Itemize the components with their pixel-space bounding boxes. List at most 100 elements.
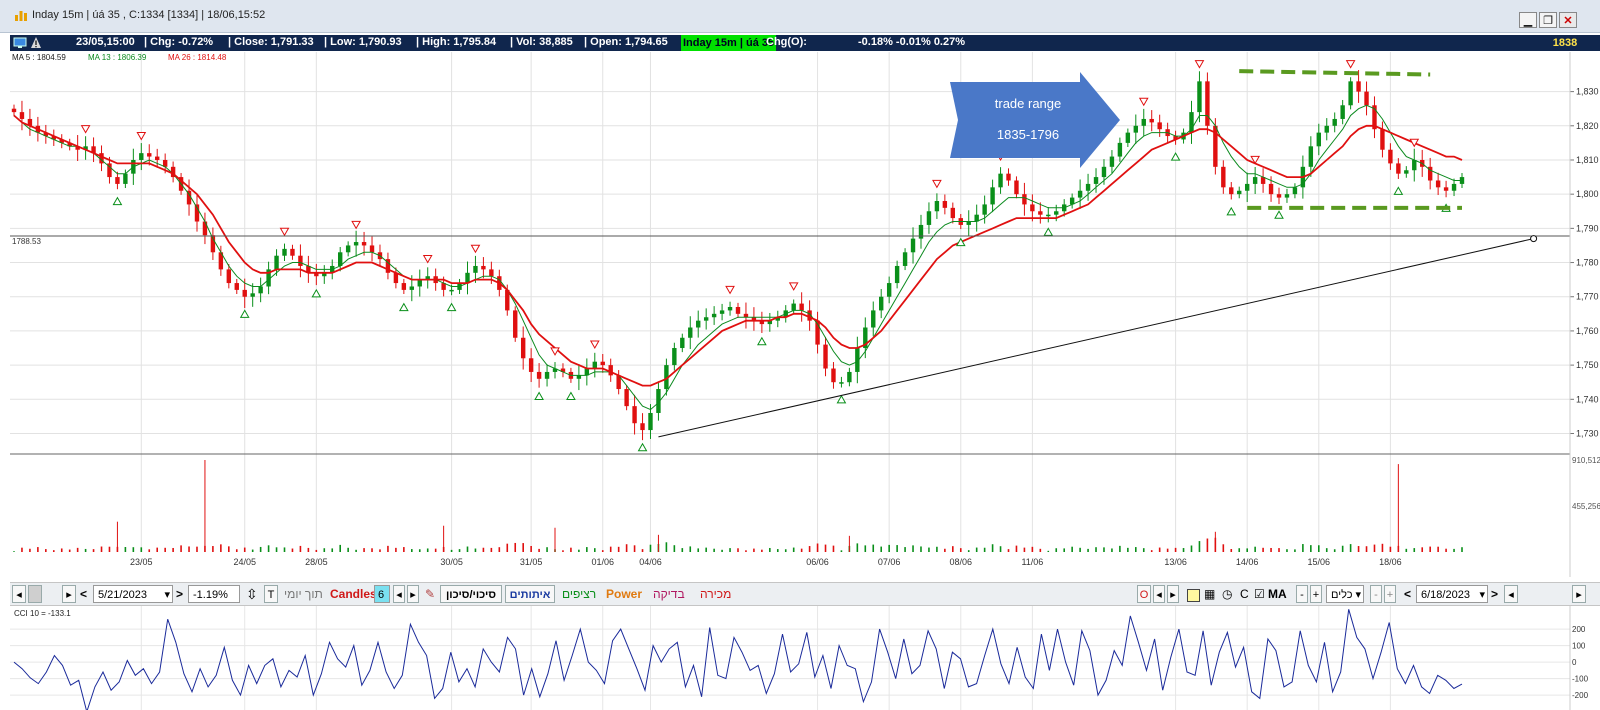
cci-tick-label: 100: [1572, 642, 1586, 651]
candle-body: [680, 337, 685, 349]
candle-body: [202, 221, 208, 236]
color-swatch-icon[interactable]: [1187, 589, 1200, 602]
candle-body: [1244, 183, 1250, 191]
signals-button[interactable]: איתותים: [505, 585, 555, 603]
sell-signal-marker: [550, 347, 560, 356]
text-tool-button[interactable]: T: [264, 585, 278, 603]
tools-select[interactable]: כלים ▾: [1326, 585, 1364, 603]
buy-signal-marker: [1043, 227, 1054, 236]
candle-body: [847, 371, 852, 383]
candle-body: [1133, 125, 1139, 133]
candle-body: [1157, 122, 1162, 130]
next-date-icon[interactable]: >: [176, 587, 184, 601]
scroll-left-button[interactable]: ◂: [1504, 585, 1518, 603]
candle-body: [823, 344, 828, 369]
candle-body: [1332, 118, 1337, 126]
vertical-resize-icon[interactable]: ⇳: [246, 586, 258, 602]
o-scroll-left-button[interactable]: ◂: [1153, 585, 1165, 603]
ma-toggle[interactable]: MA: [1268, 587, 1287, 601]
sell-tab[interactable]: מכירה: [700, 587, 732, 601]
zoom-in-button[interactable]: +: [1384, 585, 1396, 603]
continuous-tab[interactable]: רציפים: [562, 587, 597, 601]
volume-bars: 910,512 455,256: [13, 456, 1600, 552]
candle-body: [1030, 204, 1035, 212]
candle-body: [1117, 142, 1123, 157]
prev-date2-icon[interactable]: <: [1404, 587, 1412, 601]
date-from-field[interactable]: 5/21/2023 ▾: [93, 585, 173, 603]
candle-body: [465, 272, 470, 284]
ma-increase-button[interactable]: +: [1310, 585, 1322, 603]
next-date2-icon[interactable]: >: [1491, 587, 1499, 601]
zoom-out-button[interactable]: -: [1370, 585, 1382, 603]
candles-increase-button[interactable]: ▸: [407, 585, 419, 603]
grid-icon[interactable]: ▦: [1204, 587, 1216, 601]
candle-body: [1197, 81, 1202, 113]
percent-field[interactable]: -1.19%: [188, 585, 240, 603]
candle-body: [1205, 81, 1210, 126]
check-tab[interactable]: בדיקה: [653, 587, 685, 601]
close-button[interactable]: ✕: [1559, 12, 1577, 28]
chevron-down-icon: ▾: [1355, 589, 1361, 601]
bar-close: | Close: 1,791.33: [228, 36, 314, 48]
price-tick-label: 1,770: [1576, 292, 1599, 302]
cci-tick-label: 0: [1572, 658, 1577, 667]
ma-checkbox-icon[interactable]: ☑: [1254, 587, 1265, 601]
time-tick-label: 14/06: [1236, 557, 1259, 567]
time-axis: 23/05 24/05 28/05 30/05 31/05 01/06 04/06 06/06…: [130, 557, 1402, 567]
candle-body: [282, 248, 287, 256]
candle-body: [314, 272, 319, 277]
buy-signal-marker: [534, 391, 544, 400]
scroll-right-end-button[interactable]: ▸: [1572, 585, 1586, 603]
scroll-right-button[interactable]: ▸: [62, 585, 76, 603]
maximize-button[interactable]: ❐: [1539, 12, 1557, 28]
candles-decrease-button[interactable]: ◂: [393, 585, 405, 603]
candle-body: [791, 303, 796, 311]
prev-date-icon[interactable]: <: [80, 587, 88, 601]
intraday-toggle[interactable]: תוך יומי: [284, 587, 323, 601]
monitor-icon[interactable]: [13, 37, 27, 49]
candle-body: [401, 283, 407, 290]
buy-signal-marker: [955, 237, 966, 247]
candle-body: [1189, 112, 1194, 133]
scroll-thumb[interactable]: [28, 585, 42, 603]
minimize-button[interactable]: ▁: [1519, 12, 1537, 28]
buy-signal-marker: [566, 391, 576, 400]
time-tick-label: 13/06: [1164, 557, 1187, 567]
trade-range-annotation[interactable]: trade range 1835-1796: [950, 72, 1120, 168]
candle-body: [1380, 129, 1385, 150]
candle-body: [19, 112, 25, 119]
candles-count-field[interactable]: 6: [374, 585, 390, 603]
candle-body: [218, 252, 224, 270]
o-toggle[interactable]: O: [1137, 585, 1151, 603]
power-tab[interactable]: Power: [606, 587, 643, 601]
candle-body: [337, 252, 343, 266]
candle-body: [1038, 211, 1043, 215]
candle-body: [449, 289, 454, 292]
date-to-field[interactable]: 6/18/2023 ▾: [1416, 585, 1488, 603]
clock-icon[interactable]: ◷: [1222, 587, 1233, 601]
o-scroll-right-button[interactable]: ▸: [1167, 585, 1179, 603]
cci-tick-label: 200: [1572, 625, 1586, 634]
scroll-left-end-button[interactable]: ◂: [12, 585, 26, 603]
candle-body: [170, 166, 176, 178]
trend-line[interactable]: [658, 238, 1534, 438]
buy-signal-marker: [398, 302, 409, 312]
ma-decrease-button[interactable]: -: [1296, 585, 1308, 603]
sell-signal-marker: [422, 255, 433, 264]
range-top-line[interactable]: [1239, 69, 1431, 77]
trend-line-handle[interactable]: [1530, 235, 1538, 243]
price-chart[interactable]: 910,512 455,256 1,730 1,740 1,750 1,760 1,770…: [10, 52, 1600, 577]
candle-body: [544, 371, 550, 379]
warning-icon[interactable]: [30, 36, 42, 49]
bar-datetime: 23/05,15:00: [76, 36, 135, 48]
candle-body: [871, 310, 876, 328]
eraser-icon[interactable]: ✎: [425, 587, 436, 601]
candle-body: [290, 248, 295, 256]
time-tick-label: 15/06: [1308, 557, 1331, 567]
cci-indicator-panel[interactable]: 200 100 0 -100 -200 CCI 10 = -133.1: [10, 606, 1600, 710]
c-label[interactable]: C: [1240, 587, 1249, 601]
candle-body: [536, 371, 542, 379]
candle-body: [1276, 194, 1282, 198]
risk-reward-button[interactable]: סיכוי/סיכון: [440, 585, 502, 603]
candlesticks: [11, 70, 1465, 441]
